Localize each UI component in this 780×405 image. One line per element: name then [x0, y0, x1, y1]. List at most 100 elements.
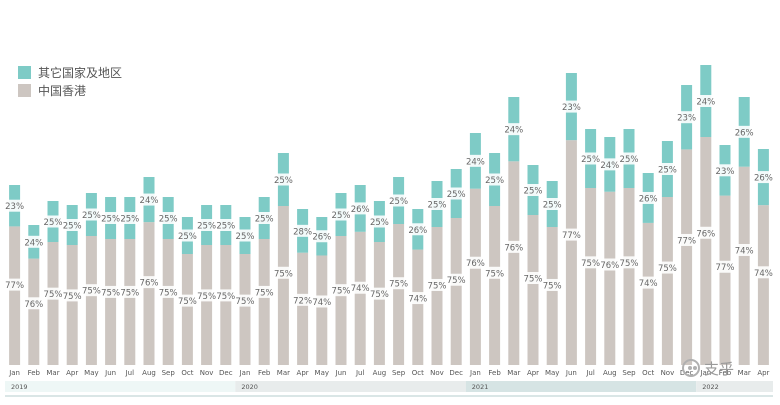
label-hk-36-bg: [696, 226, 715, 239]
bar-hk-18: [354, 231, 366, 365]
x-tick-14: Mar: [277, 369, 290, 377]
label-other-33: 26%: [639, 194, 658, 204]
label-other-0-bg: [5, 199, 24, 212]
label-other-22: 25%: [428, 201, 447, 211]
label-other-3: 25%: [63, 222, 82, 232]
label-hk-37-bg: [716, 260, 734, 273]
label-hk-35-bg: [677, 233, 696, 246]
bar-hk-8: [162, 239, 174, 365]
x-tick-9: Oct: [181, 369, 193, 377]
label-other-24: 24%: [466, 157, 485, 167]
x-tick-21: Oct: [412, 369, 424, 377]
label-hk-38: 74%: [735, 246, 754, 256]
bar-hk-3: [66, 245, 78, 365]
x-tick-5: Jun: [104, 369, 116, 377]
label-other-1: 24%: [24, 238, 43, 248]
label-hk-30-bg: [581, 256, 600, 269]
label-other-23: 25%: [447, 190, 466, 200]
label-other-10-bg: [197, 219, 216, 231]
label-other-16: 26%: [312, 233, 331, 243]
x-tick-27: Apr: [527, 369, 539, 377]
label-other-17: 25%: [332, 211, 351, 221]
label-hk-22: 75%: [428, 281, 447, 291]
label-hk-17-bg: [332, 284, 350, 297]
x-tick-15: Apr: [297, 369, 309, 377]
x-tick-10: Nov: [200, 369, 214, 377]
bar-hk-37: [719, 195, 731, 365]
label-hk-26-bg: [504, 240, 523, 253]
label-other-7-bg: [140, 193, 158, 206]
year-label-0: 2019: [11, 383, 28, 391]
x-tick-30: Jul: [585, 369, 595, 377]
label-hk-19: 75%: [370, 290, 389, 300]
bar-hk-9: [181, 254, 193, 365]
x-tick-24: Jan: [469, 369, 481, 377]
label-hk-10-bg: [197, 289, 216, 302]
label-other-38-bg: [735, 125, 754, 138]
label-other-13-bg: [255, 212, 274, 224]
label-other-18-bg: [351, 202, 370, 215]
x-tick-13: Feb: [258, 369, 271, 377]
label-other-18: 26%: [351, 205, 370, 215]
label-other-4: 25%: [82, 211, 101, 221]
year-band-0: [5, 381, 236, 392]
label-other-26: 24%: [504, 126, 523, 136]
bar-hk-21: [412, 249, 424, 365]
label-other-12: 25%: [236, 232, 255, 242]
bar-hk-23: [450, 218, 462, 365]
label-other-31-bg: [600, 158, 619, 171]
label-hk-8: 75%: [159, 288, 178, 298]
label-other-25-bg: [485, 173, 504, 186]
label-hk-18-bg: [351, 281, 370, 294]
bar-hk-5: [105, 239, 117, 365]
label-other-8-bg: [159, 212, 178, 224]
label-other-30-bg: [581, 152, 600, 165]
label-hk-32-bg: [620, 256, 638, 269]
label-hk-39-bg: [754, 266, 773, 279]
label-hk-6: 75%: [120, 288, 139, 298]
bar-hk-6: [124, 239, 136, 365]
bar-hk-17: [335, 236, 347, 365]
year-band-2: [465, 381, 697, 392]
x-tick-8: Sep: [162, 369, 176, 377]
label-hk-30: 75%: [581, 259, 600, 269]
label-hk-35: 77%: [677, 236, 696, 246]
label-hk-3: 75%: [63, 292, 82, 302]
label-other-36: 24%: [696, 98, 715, 108]
label-hk-0: 77%: [5, 281, 24, 291]
x-tick-22: Nov: [430, 369, 444, 377]
label-other-28: 25%: [543, 201, 562, 211]
label-hk-34-bg: [658, 261, 677, 274]
label-hk-27: 75%: [524, 275, 543, 285]
label-other-9: 25%: [178, 232, 197, 242]
label-other-32-bg: [620, 152, 638, 165]
bar-hk-14: [277, 206, 289, 365]
label-hk-11: 75%: [216, 292, 235, 302]
label-hk-9: 75%: [178, 297, 197, 307]
bar-hk-39: [757, 205, 769, 365]
label-hk-20: 75%: [389, 280, 408, 290]
label-hk-13: 75%: [255, 288, 274, 298]
label-hk-31: 76%: [600, 261, 619, 271]
label-other-39-bg: [754, 171, 773, 184]
bar-hk-12: [239, 254, 251, 365]
year-label-2: 2021: [472, 383, 489, 391]
label-hk-7-bg: [140, 276, 158, 289]
label-hk-12: 75%: [236, 297, 255, 307]
label-hk-39: 74%: [754, 269, 773, 279]
label-hk-24: 76%: [466, 259, 485, 269]
x-tick-25: Feb: [488, 369, 501, 377]
year-band-3: [696, 381, 773, 392]
label-hk-25: 75%: [485, 269, 504, 279]
label-other-34-bg: [658, 163, 677, 175]
label-hk-1-bg: [24, 297, 43, 310]
label-hk-28-bg: [543, 278, 562, 291]
x-tick-28: May: [545, 369, 559, 377]
label-hk-23-bg: [447, 273, 466, 286]
bar-hk-38: [738, 166, 750, 365]
x-tick-18: Jul: [355, 369, 365, 377]
x-tick-2: Mar: [46, 369, 59, 377]
x-tick-31: Aug: [603, 369, 617, 377]
label-other-34: 25%: [658, 166, 677, 176]
